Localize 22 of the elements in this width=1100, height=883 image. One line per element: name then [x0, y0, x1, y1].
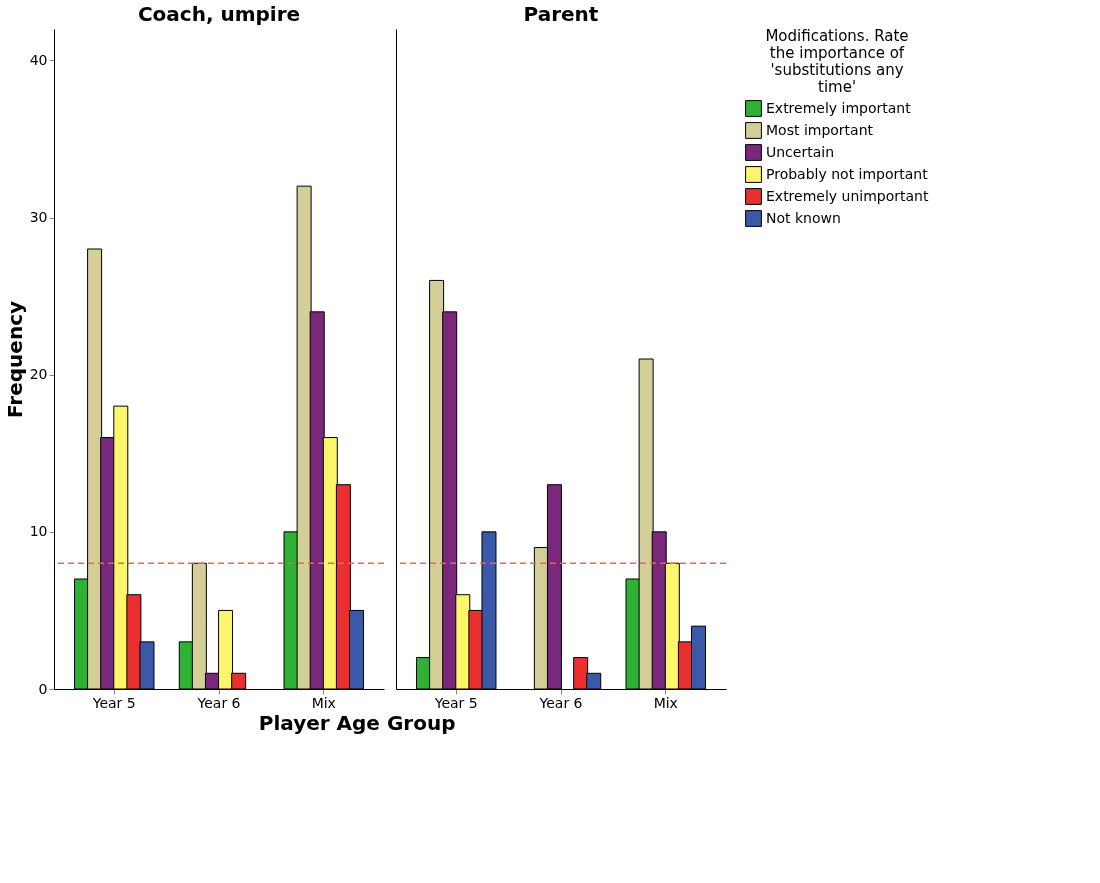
legend-label: Extremely unimportant — [766, 187, 929, 204]
legend-label: Probably not important — [766, 165, 929, 182]
x-tick-label: Year 6 — [196, 694, 241, 711]
x-axis-title: Player Age Group — [258, 711, 456, 735]
y-tick-label: 10 — [29, 523, 48, 540]
x-tick-label: Year 6 — [538, 694, 583, 711]
legend-label: Uncertain — [766, 143, 835, 160]
x-tick-label: Year 5 — [91, 694, 136, 711]
x-tick-label: Mix — [653, 694, 678, 711]
x-tick-label: Year 5 — [433, 694, 478, 711]
legend-label: Extremely important — [766, 99, 912, 116]
y-tick-label: 30 — [29, 209, 48, 226]
legend-label: Most important — [766, 121, 874, 138]
chart-title: Parent — [523, 2, 599, 26]
x-tick-label: Mix — [311, 694, 336, 711]
chart-title: Coach, umpire — [137, 2, 301, 26]
y-axis-title: Frequency — [2, 300, 27, 419]
legend-label: Not known — [766, 209, 841, 226]
y-tick-label: 40 — [29, 51, 48, 68]
y-tick-label: 20 — [29, 366, 48, 383]
y-tick-label: 0 — [38, 680, 48, 697]
legend-title: Modifications. Rate the importance of 'substitutions any time' — [765, 27, 909, 96]
